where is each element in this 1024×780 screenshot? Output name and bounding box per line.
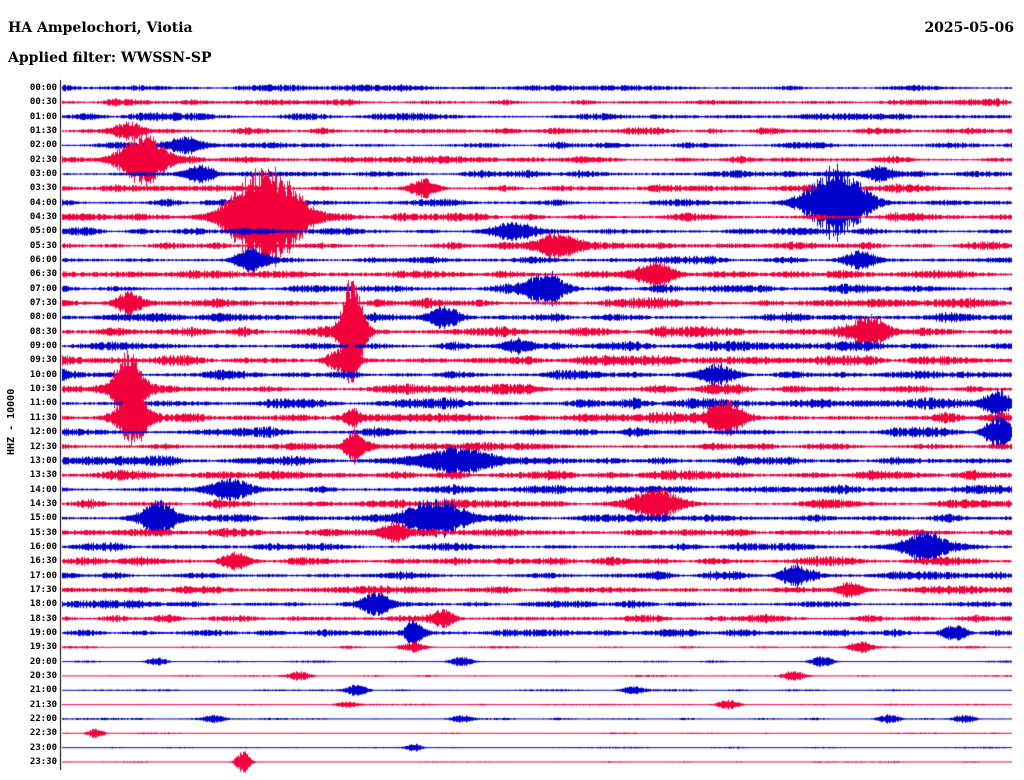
time-label: 05:00 [29,226,57,237]
time-label: 19:00 [29,627,57,638]
time-label: 16:00 [29,541,57,552]
time-label: 18:00 [29,599,57,610]
time-label: 22:30 [29,728,57,739]
station-title: HA Ampelochori, Viotia [8,20,193,36]
time-label: 00:30 [29,97,57,108]
time-label: 23:00 [29,742,57,753]
time-label: 07:30 [29,298,57,309]
time-label: 07:00 [29,283,57,294]
time-label: 19:30 [29,642,57,653]
time-label: 13:00 [29,455,57,466]
time-label: 08:30 [29,326,57,337]
time-label: 01:30 [29,126,57,137]
time-label: 12:30 [29,441,57,452]
time-label: 02:00 [29,140,57,151]
time-label: 08:00 [29,312,57,323]
time-label: 01:00 [29,111,57,122]
time-label: 09:00 [29,341,57,352]
time-label: 03:30 [29,183,57,194]
time-label: 20:30 [29,670,57,681]
time-label: 17:00 [29,570,57,581]
time-label: 06:00 [29,255,57,266]
time-label: 12:00 [29,427,57,438]
time-label: 02:30 [29,154,57,165]
time-label: 06:30 [29,269,57,280]
time-label: 05:30 [29,240,57,251]
time-label: 04:00 [29,197,57,208]
time-label: 21:30 [29,699,57,710]
time-label: 14:00 [29,484,57,495]
time-label: 21:00 [29,685,57,696]
time-label: 10:00 [29,369,57,380]
time-label: 22:00 [29,713,57,724]
time-label: 18:30 [29,613,57,624]
time-label: 13:30 [29,470,57,481]
time-label: 14:30 [29,498,57,509]
time-label: 15:30 [29,527,57,538]
time-label: 00:00 [29,83,57,93]
time-label: 11:00 [29,398,57,409]
time-label: 20:00 [29,656,57,667]
filter-label: Applied filter: WWSSN-SP [8,50,212,66]
time-label: 15:00 [29,513,57,524]
time-label: 10:30 [29,384,57,395]
time-label: 17:30 [29,584,57,595]
time-label: 09:30 [29,355,57,366]
time-label: 11:30 [29,412,57,423]
time-label: 16:30 [29,556,57,567]
time-label: 04:30 [29,212,57,223]
date-label: 2025-05-06 [924,20,1014,36]
time-label: 03:00 [29,169,57,180]
time-label: 23:30 [29,756,57,767]
